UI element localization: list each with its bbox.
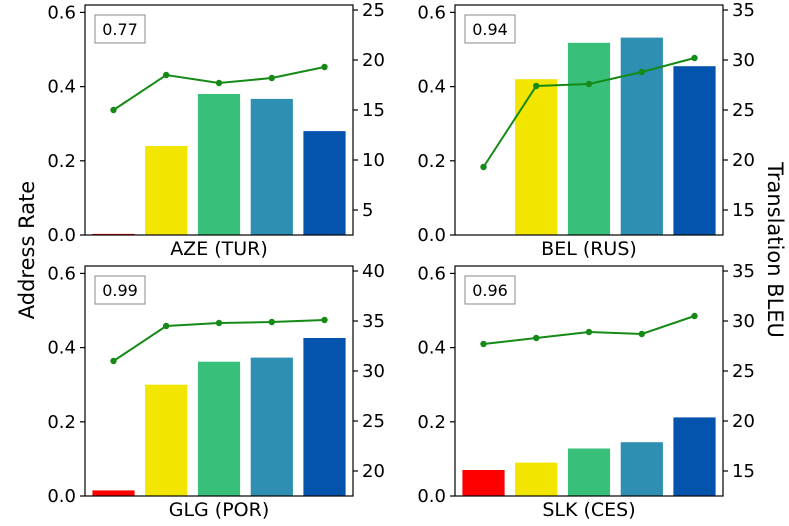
- address-rate-bar: [567, 42, 611, 235]
- left-tick-label: 0.6: [417, 2, 446, 23]
- left-y-axis-label: Address Rate: [15, 181, 39, 319]
- annotation-box: [94, 275, 146, 305]
- address-rate-bar: [462, 470, 505, 496]
- address-rate-bar: [250, 98, 293, 236]
- right-tick-label: 15: [732, 461, 755, 482]
- right-tick-label: 25: [732, 100, 755, 121]
- bleu-point: [638, 330, 645, 338]
- right-tick-label: 5: [362, 200, 373, 221]
- left-tick-label: 0.2: [417, 412, 446, 433]
- x-axis-label: BEL (RUS): [541, 238, 637, 260]
- right-tick-label: 30: [732, 50, 755, 71]
- right-tick-label: 20: [732, 150, 755, 171]
- bleu-point: [533, 334, 540, 342]
- left-tick-label: 0.0: [47, 225, 76, 246]
- left-tick-label: 0.4: [417, 338, 446, 359]
- address-rate-bar: [197, 94, 241, 235]
- bleu-point: [110, 106, 117, 114]
- address-rate-bar: [515, 462, 558, 496]
- bleu-point: [268, 74, 275, 82]
- right-tick-label: 35: [362, 311, 385, 332]
- annotation-value: 0.99: [102, 281, 138, 300]
- annotation-box: [464, 275, 516, 305]
- bleu-point: [321, 63, 328, 71]
- right-tick-label: 20: [732, 411, 755, 432]
- annotation-box: [94, 14, 146, 44]
- right-tick-label: 30: [732, 311, 755, 332]
- address-rate-bar: [250, 357, 293, 496]
- axes-frame: [84, 265, 354, 497]
- address-rate-bar: [515, 79, 558, 235]
- right-tick-label: 25: [362, 411, 385, 432]
- right-tick-label: 20: [362, 461, 385, 482]
- chart-panel-3: 0.0 0.2 0.4 0.6 20 25 30 35 40 GLG (POR) 0.99: [47, 261, 385, 521]
- bleu-point: [585, 80, 593, 88]
- right-tick-label: 25: [732, 361, 755, 382]
- right-tick-label: 35: [732, 0, 755, 21]
- bleu-point: [215, 79, 223, 87]
- left-tick-label: 0.4: [47, 77, 76, 98]
- right-y-axis-label: Translation BLEU: [763, 161, 787, 338]
- annotation-value: 0.94: [472, 20, 508, 39]
- annotation-value: 0.96: [472, 281, 508, 300]
- bleu-point: [480, 340, 487, 348]
- axes-frame: [84, 4, 354, 236]
- axes-frame: [454, 4, 724, 236]
- annotation-value: 0.77: [102, 20, 138, 39]
- left-tick-label: 0.0: [47, 486, 76, 507]
- left-tick-label: 0.2: [47, 151, 76, 172]
- right-tick-label: 15: [732, 200, 755, 221]
- bleu-point: [163, 71, 170, 79]
- x-axis-label: SLK (CES): [542, 499, 635, 521]
- right-tick-label: 25: [362, 0, 385, 21]
- annotation-box: [464, 14, 516, 44]
- bleu-point: [480, 163, 487, 171]
- bleu-point: [585, 328, 593, 336]
- address-rate-bar: [303, 338, 346, 496]
- right-tick-label: 20: [362, 50, 385, 71]
- address-rate-bar: [620, 442, 663, 496]
- bleu-point: [321, 316, 328, 324]
- right-tick-label: 10: [362, 150, 385, 171]
- left-tick-label: 0.0: [417, 225, 446, 246]
- right-tick-label: 40: [362, 261, 385, 282]
- address-rate-bar: [673, 66, 716, 235]
- bleu-point: [215, 319, 223, 327]
- left-tick-label: 0.4: [47, 338, 76, 359]
- left-tick-label: 0.6: [47, 263, 76, 284]
- bleu-point: [110, 357, 117, 365]
- left-tick-label: 0.2: [47, 412, 76, 433]
- address-rate-bar: [567, 448, 611, 496]
- bleu-point: [691, 54, 698, 62]
- address-rate-bar: [197, 361, 241, 496]
- right-tick-label: 35: [732, 261, 755, 282]
- left-tick-label: 0.6: [417, 263, 446, 284]
- address-rate-bar: [303, 131, 346, 235]
- bleu-point: [268, 318, 275, 326]
- right-tick-label: 30: [362, 361, 385, 382]
- address-rate-bar: [92, 490, 135, 496]
- axes-frame: [454, 265, 724, 497]
- chart-panel-4: 0.0 0.2 0.4 0.6 15 20 25 30 35 SLK (CES) 0.96: [417, 261, 755, 521]
- address-rate-bar: [145, 384, 188, 496]
- chart-panel-2: 0.0 0.2 0.4 0.6 15 20 25 30 35 BEL (RUS) 0.94: [417, 0, 755, 260]
- address-rate-bar: [145, 146, 188, 235]
- bleu-point: [163, 322, 170, 330]
- address-rate-bar: [673, 417, 716, 496]
- chart-panel-1: 0.0 0.2 0.4 0.6 5 10 15 20 25 AZE (TUR) 0.77: [47, 0, 385, 260]
- x-axis-label: AZE (TUR): [170, 238, 268, 260]
- x-axis-label: GLG (POR): [169, 499, 270, 521]
- left-tick-label: 0.6: [47, 2, 76, 23]
- left-tick-label: 0.2: [417, 151, 446, 172]
- bleu-point: [533, 82, 540, 90]
- bleu-point: [638, 68, 645, 76]
- left-tick-label: 0.0: [417, 486, 446, 507]
- left-tick-label: 0.4: [417, 77, 446, 98]
- bleu-point: [691, 312, 698, 320]
- right-tick-label: 15: [362, 100, 385, 121]
